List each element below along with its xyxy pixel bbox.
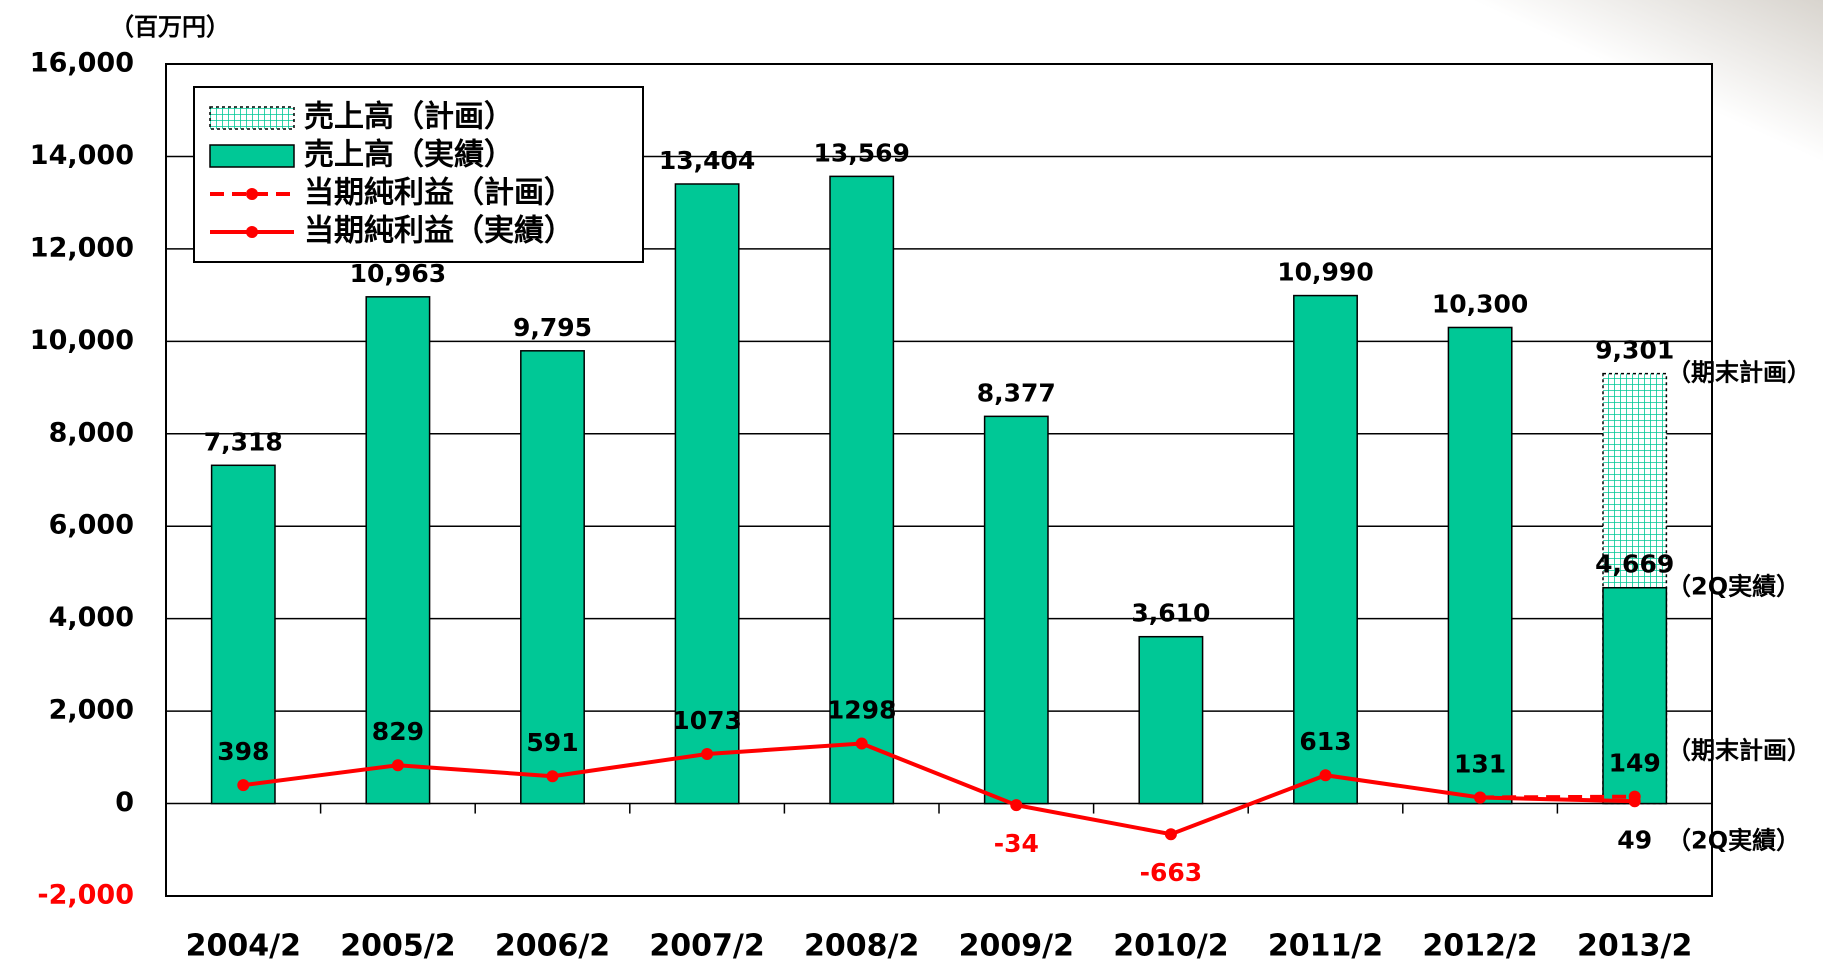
legend-swatch bbox=[246, 226, 258, 238]
value-label: -34 bbox=[994, 829, 1039, 858]
legend-swatch bbox=[246, 188, 258, 200]
legend-label: 当期純利益（実績） bbox=[304, 214, 574, 249]
chart: （百万円） -2,000 0 2,000 4,000 6,000 8,000 10,000 1… bbox=[0, 0, 1823, 967]
value-label: 829 bbox=[372, 717, 424, 746]
point bbox=[1320, 769, 1332, 781]
x-tick-label: 2008/2 bbox=[804, 929, 919, 964]
value-label: 1073 bbox=[672, 706, 742, 735]
y-tick-label: -2,000 bbox=[37, 880, 134, 911]
value-label: 1298 bbox=[827, 696, 897, 725]
value-label: 10,300 bbox=[1432, 289, 1528, 318]
value-label: 4,669 bbox=[1595, 550, 1674, 579]
value-label: 10,963 bbox=[350, 259, 446, 288]
y-tick-label: 4,000 bbox=[49, 602, 134, 633]
value-label: -663 bbox=[1140, 858, 1203, 887]
y-tick-label: 10,000 bbox=[30, 325, 134, 356]
point bbox=[1474, 792, 1486, 804]
x-tick-label: 2007/2 bbox=[649, 929, 764, 964]
y-tick-label: 12,000 bbox=[30, 232, 134, 263]
page: （百万円） -2,000 0 2,000 4,000 6,000 8,000 10,000 1… bbox=[0, 0, 1823, 967]
x-tick-label: 2012/2 bbox=[1422, 929, 1537, 964]
x-tick-label: 2004/2 bbox=[186, 929, 301, 964]
point bbox=[856, 738, 868, 750]
legend-swatch bbox=[210, 107, 294, 129]
value-label: 49 bbox=[1617, 825, 1652, 854]
value-label: 10,990 bbox=[1277, 258, 1373, 287]
annotation: （期末計画） bbox=[1667, 359, 1811, 387]
y-tick-label: 16,000 bbox=[30, 48, 134, 79]
point bbox=[701, 748, 713, 760]
value-label: 131 bbox=[1454, 750, 1506, 779]
y-tick-label: 6,000 bbox=[49, 510, 134, 541]
value-label: 398 bbox=[217, 737, 269, 766]
bar bbox=[1448, 327, 1511, 803]
y-tick-label: 2,000 bbox=[49, 695, 134, 726]
point bbox=[1010, 799, 1022, 811]
value-label: 149 bbox=[1609, 749, 1661, 778]
value-label: 8,377 bbox=[977, 378, 1056, 407]
point bbox=[547, 770, 559, 782]
y-tick-label: 0 bbox=[115, 787, 134, 818]
annotation: （期末計画） bbox=[1667, 737, 1811, 765]
value-label: 13,569 bbox=[813, 138, 909, 167]
point bbox=[1165, 828, 1177, 840]
value-label: 13,404 bbox=[659, 146, 755, 175]
legend-label: 売上高（計画） bbox=[304, 100, 514, 135]
y-tick-label: 14,000 bbox=[30, 140, 134, 171]
x-tick-label: 2010/2 bbox=[1113, 929, 1228, 964]
value-label: 591 bbox=[526, 728, 578, 757]
y-tick-label: 8,000 bbox=[49, 417, 134, 448]
value-label: 613 bbox=[1299, 727, 1351, 756]
value-label: 9,795 bbox=[513, 313, 592, 342]
annotation: （2Q実績） bbox=[1667, 573, 1800, 601]
annotation: （2Q実績） bbox=[1667, 826, 1800, 854]
value-label: 3,610 bbox=[1131, 599, 1210, 628]
unit-label: （百万円） bbox=[110, 13, 230, 41]
x-tick-label: 2006/2 bbox=[495, 929, 610, 964]
legend-label: 当期純利益（計画） bbox=[304, 176, 574, 211]
point bbox=[392, 759, 404, 771]
point bbox=[1629, 795, 1641, 807]
bar bbox=[985, 416, 1048, 803]
legend-label: 売上高（実績） bbox=[304, 138, 514, 173]
legend-swatch bbox=[210, 145, 294, 167]
value-label: 9,301 bbox=[1595, 336, 1674, 365]
x-tick-label: 2011/2 bbox=[1268, 929, 1383, 964]
x-tick-label: 2013/2 bbox=[1577, 929, 1692, 964]
x-tick-label: 2009/2 bbox=[959, 929, 1074, 964]
point bbox=[237, 779, 249, 791]
value-label: 7,318 bbox=[204, 427, 283, 456]
bar bbox=[1139, 637, 1202, 804]
x-tick-label: 2005/2 bbox=[340, 929, 455, 964]
